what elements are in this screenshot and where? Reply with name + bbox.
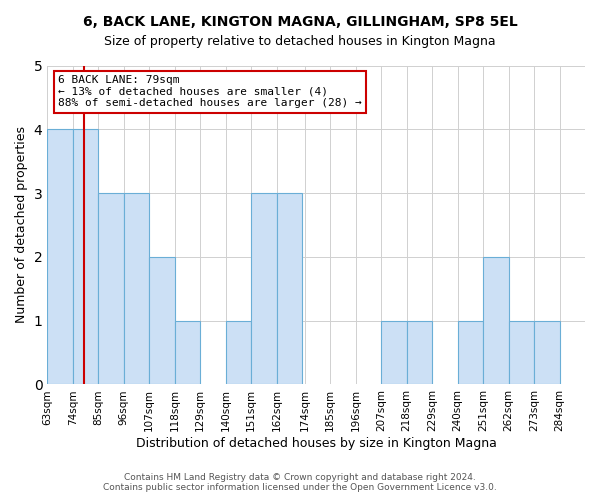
Text: 6 BACK LANE: 79sqm
← 13% of detached houses are smaller (4)
88% of semi-detached: 6 BACK LANE: 79sqm ← 13% of detached hou… xyxy=(58,75,362,108)
Text: Size of property relative to detached houses in Kington Magna: Size of property relative to detached ho… xyxy=(104,35,496,48)
Bar xyxy=(534,320,560,384)
Bar xyxy=(73,130,98,384)
Bar xyxy=(483,257,509,384)
Bar xyxy=(98,193,124,384)
Bar xyxy=(251,193,277,384)
Text: 6, BACK LANE, KINGTON MAGNA, GILLINGHAM, SP8 5EL: 6, BACK LANE, KINGTON MAGNA, GILLINGHAM,… xyxy=(83,15,517,29)
Bar xyxy=(509,320,534,384)
Bar xyxy=(226,320,251,384)
Bar xyxy=(458,320,483,384)
Bar xyxy=(149,257,175,384)
Y-axis label: Number of detached properties: Number of detached properties xyxy=(15,126,28,324)
Bar xyxy=(277,193,302,384)
Bar xyxy=(175,320,200,384)
X-axis label: Distribution of detached houses by size in Kington Magna: Distribution of detached houses by size … xyxy=(136,437,497,450)
Bar xyxy=(47,130,73,384)
Text: Contains HM Land Registry data © Crown copyright and database right 2024.
Contai: Contains HM Land Registry data © Crown c… xyxy=(103,473,497,492)
Bar xyxy=(407,320,432,384)
Bar xyxy=(124,193,149,384)
Bar xyxy=(381,320,407,384)
